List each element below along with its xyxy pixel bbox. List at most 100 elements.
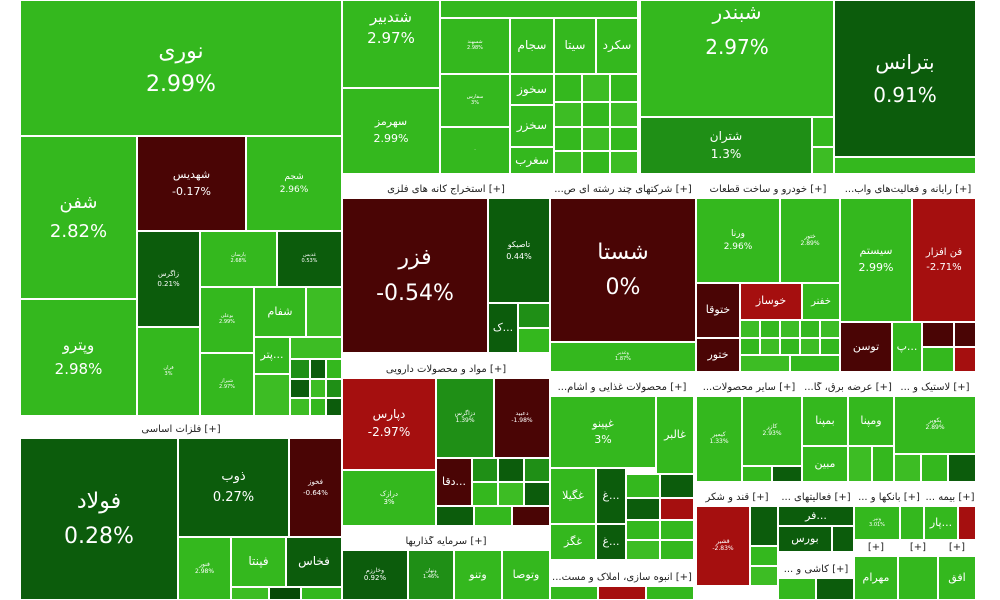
tile-sg-s2[interactable] <box>750 546 778 566</box>
tile-vanor[interactable]: ونپر 3.01% <box>854 506 900 540</box>
tile-op-s2[interactable] <box>772 466 802 482</box>
tile-c3[interactable] <box>610 74 638 102</box>
tile-varna[interactable]: ورنا 2.96% <box>696 198 780 283</box>
tile-shatdbir[interactable]: شتدبیر 2.97% <box>342 0 440 88</box>
tile-ph-s1[interactable] <box>472 458 498 482</box>
tile-c11[interactable] <box>582 151 610 174</box>
tile-small-10[interactable] <box>310 398 326 416</box>
group-header-multi-industry[interactable]: [+] شرکتهای چند رشته ای ص... <box>550 184 696 198</box>
tile-fanafzar[interactable]: فن افزار -2.71% <box>912 198 976 322</box>
tile-vghadir[interactable]: وغدیر 1.87% <box>550 342 696 372</box>
tile-small-5[interactable] <box>326 359 342 379</box>
tile-shtran[interactable]: شتران 1.3% <box>640 117 812 174</box>
tile-top-strip[interactable] <box>440 0 638 18</box>
tile-system[interactable]: سیستم 2.99% <box>840 198 912 322</box>
tile-mahram[interactable]: مهرام <box>854 556 898 600</box>
tile-ph-s9[interactable] <box>512 506 550 526</box>
tile-shiraz[interactable]: شیراز 2.97% <box>200 353 254 416</box>
group-header-basic-metals[interactable]: [+] فلزات اساسی <box>20 424 342 438</box>
tile-shbandar[interactable]: شبندر 2.97% <box>640 0 834 117</box>
tile-ghgaz[interactable]: غگز <box>550 524 596 560</box>
group-header-construction[interactable]: [+] انبوه سازی، املاک و مست... <box>550 572 694 586</box>
tile-cn-s3[interactable] <box>646 586 694 600</box>
tile-small-6[interactable] <box>290 379 310 398</box>
tile-sg-s1[interactable] <box>750 506 778 546</box>
group-header-power[interactable]: [+] عرضه برق، گا... <box>802 382 894 396</box>
tile-dqa[interactable]: دقا... <box>436 458 472 506</box>
tile-shsahand[interactable]: شسهند 2.98% <box>440 18 510 74</box>
tile-ph-s8[interactable] <box>474 506 512 526</box>
tile-auto-s6[interactable] <box>740 338 760 355</box>
tile-fazar[interactable]: فزر -0.54% <box>342 198 488 353</box>
tile-shahdis[interactable]: شهدیس -0.17% <box>137 136 246 231</box>
tile-fill-a[interactable] <box>306 287 342 337</box>
tile-sajam[interactable]: سجام <box>510 18 554 74</box>
tile-vtosa[interactable]: وتوصا <box>502 550 550 600</box>
tile-fd-s2[interactable] <box>660 474 694 498</box>
tile-gh2[interactable]: غ... <box>596 524 626 560</box>
tile-fkhas[interactable]: فخاس <box>286 537 342 587</box>
tile-ghalbar[interactable]: غالبر <box>656 396 694 474</box>
tile-auto-s8[interactable] <box>780 338 800 355</box>
tile-c2[interactable] <box>582 74 610 102</box>
tile-c7[interactable] <box>554 127 582 151</box>
group-header-insurance[interactable]: [+] بیمه ... <box>924 492 976 506</box>
tile-comp-s3[interactable] <box>922 347 954 372</box>
tile-darzak[interactable]: درازک 3% <box>342 470 436 526</box>
tile-tapiko[interactable]: تاصیکو 0.44% <box>488 198 550 303</box>
tile-fnoor[interactable]: فنور 2.98% <box>178 537 231 600</box>
group-header-food[interactable]: [+] محصولات غذایی و آشام... <box>550 382 694 396</box>
tile-gh1[interactable]: غ... <box>596 468 626 524</box>
tile-sita[interactable]: سیتا <box>554 18 596 74</box>
group-header-metal-ore[interactable]: [+] استخراج کانه های فلزی <box>342 184 550 198</box>
tile-small-13[interactable] <box>269 587 301 600</box>
tile-dpars[interactable]: دپارس -2.97% <box>342 378 436 470</box>
group-header-activities[interactable]: [+] فعالیتهای ... <box>778 492 854 506</box>
tile-ghpino[interactable]: غپینو 3% <box>550 396 656 468</box>
tile-khtoqa[interactable]: ختوقا <box>696 283 740 338</box>
tile-bk-s1[interactable] <box>900 506 924 540</box>
tile-c1[interactable] <box>554 74 582 102</box>
tile-ph-s5[interactable] <box>498 482 524 506</box>
tile-small-9[interactable] <box>290 398 310 416</box>
tile-bouali[interactable]: بوعلی 2.99% <box>200 287 254 353</box>
tile-qshir[interactable]: قشیر -2.83% <box>696 506 750 586</box>
group-header-tile[interactable]: [+] کاشی و ... <box>778 564 854 578</box>
tile-sg-s3[interactable] <box>750 566 778 586</box>
tile-sfars[interactable]: سفارس 3% <box>440 74 510 127</box>
tile-dzagros[interactable]: دزاگرس 1.39% <box>436 378 494 458</box>
tile-sghrb[interactable]: سغرب <box>510 147 554 174</box>
tile-c5[interactable] <box>582 102 610 127</box>
tile-cn-s1[interactable] <box>550 586 598 600</box>
tile-ph-s2[interactable] <box>498 458 524 482</box>
tile-ks-s2[interactable] <box>816 578 854 600</box>
tile-auto-s3[interactable] <box>780 320 800 338</box>
tile-par[interactable]: پار... <box>924 506 958 540</box>
tile-tr-s1[interactable] <box>894 454 921 482</box>
tile-btrans[interactable]: بترانس 0.91% <box>834 0 976 157</box>
tile-fd-s8[interactable] <box>660 540 694 560</box>
tile-mobin[interactable]: مبین <box>802 446 848 482</box>
tile-ph-s3[interactable] <box>524 458 550 482</box>
tile-c9[interactable] <box>610 127 638 151</box>
tile-fd-s4[interactable] <box>660 498 694 520</box>
group-header-tire[interactable]: [+] لاستیک و ... <box>894 382 976 396</box>
tile-small-3[interactable] <box>290 359 310 379</box>
tile-ph-s4[interactable] <box>472 482 498 506</box>
group-header-computer[interactable]: [+] رایانه و فعالیت‌های واب... <box>840 184 976 198</box>
tile-khtor[interactable]: ختور <box>696 338 740 372</box>
tile-ins-s1[interactable] <box>958 506 976 540</box>
tile-auto-s4[interactable] <box>800 320 820 338</box>
tile-auto-s7[interactable] <box>760 338 780 355</box>
tile-kimia[interactable]: کیمیر 1.33% <box>696 396 742 482</box>
tile-fkhouz[interactable]: فخوز -0.64% <box>289 438 342 537</box>
tile-ore-small-1[interactable] <box>518 303 550 328</box>
tile-ghgila[interactable]: غگیلا <box>550 468 596 524</box>
tile-small-8[interactable] <box>326 379 342 398</box>
tile-petr[interactable]: پتر... <box>254 337 290 374</box>
tile-p2[interactable]: پ... <box>892 322 922 372</box>
tile-comp-s2[interactable] <box>954 322 976 347</box>
tile-c12[interactable] <box>610 151 638 174</box>
tile-auto-s2[interactable] <box>760 320 780 338</box>
tile-toson[interactable]: توسن <box>840 322 892 372</box>
